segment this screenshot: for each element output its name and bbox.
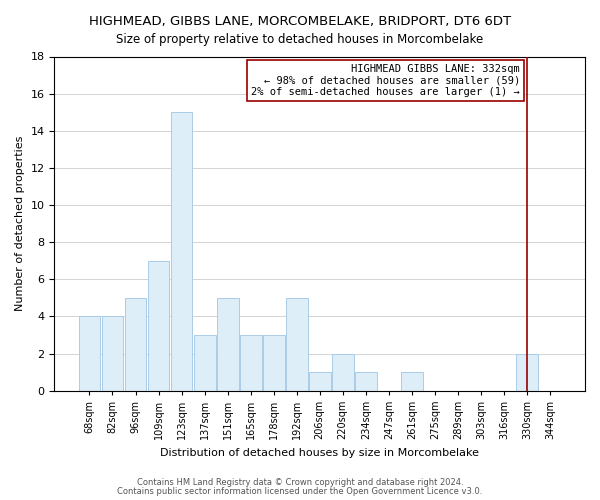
Bar bbox=[101, 316, 124, 390]
Bar bbox=[332, 354, 353, 391]
Bar bbox=[401, 372, 423, 390]
Bar bbox=[194, 335, 215, 390]
Bar bbox=[79, 316, 100, 390]
Text: Contains public sector information licensed under the Open Government Licence v3: Contains public sector information licen… bbox=[118, 486, 482, 496]
Bar bbox=[516, 354, 538, 391]
Text: Size of property relative to detached houses in Morcombelake: Size of property relative to detached ho… bbox=[116, 32, 484, 46]
Bar bbox=[309, 372, 331, 390]
Text: HIGHMEAD, GIBBS LANE, MORCOMBELAKE, BRIDPORT, DT6 6DT: HIGHMEAD, GIBBS LANE, MORCOMBELAKE, BRID… bbox=[89, 15, 511, 28]
X-axis label: Distribution of detached houses by size in Morcombelake: Distribution of detached houses by size … bbox=[160, 448, 479, 458]
Y-axis label: Number of detached properties: Number of detached properties bbox=[15, 136, 25, 312]
Bar bbox=[148, 260, 169, 390]
Text: Contains HM Land Registry data © Crown copyright and database right 2024.: Contains HM Land Registry data © Crown c… bbox=[137, 478, 463, 487]
Bar bbox=[355, 372, 377, 390]
Bar bbox=[125, 298, 146, 390]
Text: HIGHMEAD GIBBS LANE: 332sqm
← 98% of detached houses are smaller (59)
2% of semi: HIGHMEAD GIBBS LANE: 332sqm ← 98% of det… bbox=[251, 64, 520, 97]
Bar bbox=[263, 335, 284, 390]
Bar bbox=[217, 298, 239, 390]
Bar bbox=[170, 112, 193, 390]
Bar bbox=[239, 335, 262, 390]
Bar bbox=[286, 298, 308, 390]
